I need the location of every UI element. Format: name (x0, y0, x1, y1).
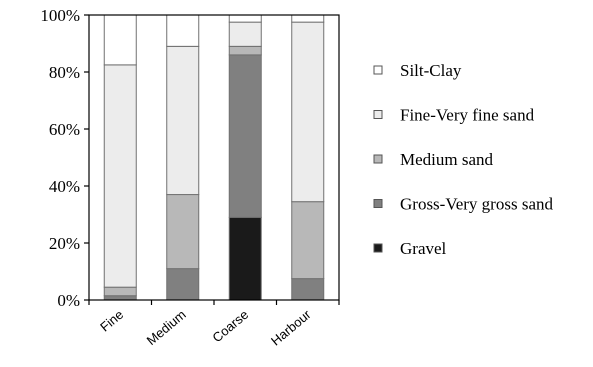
y-tick-label: 20% (49, 234, 80, 253)
y-tick-label: 100% (40, 6, 80, 25)
bar-segment-medium-gross-very-gross-sand (166, 268, 200, 301)
bar-segment-medium-silt-clay (166, 14, 200, 47)
legend: Silt-Clay Fine-Very fine sand Medium sand G… (373, 61, 553, 258)
legend-swatch (373, 199, 383, 208)
y-tick-label: 80% (49, 63, 80, 82)
legend-swatch (373, 110, 383, 119)
bar-segment-coarse-gross-very-gross-sand (228, 54, 262, 218)
x-axis-labels: Fine Medium Coarse Harbour (88, 300, 340, 348)
y-tick-label: 60% (49, 120, 80, 139)
bar-segment-coarse-gravel (228, 216, 262, 301)
y-tick-label: 0% (57, 291, 80, 310)
legend-swatch (373, 243, 383, 253)
bar-segment-medium-medium-sand (166, 194, 200, 270)
x-category-label: Medium (144, 307, 189, 348)
x-category-label: Fine (97, 307, 126, 335)
legend-label: Gravel (400, 239, 447, 258)
bars-layer (103, 14, 325, 301)
bar-segment-fine-silt-clay (103, 14, 137, 66)
bar-segment-medium-fine-very-fine-sand (166, 45, 200, 196)
legend-label: Fine-Very fine sand (400, 106, 535, 125)
y-tick-label: 40% (49, 177, 80, 196)
bar-segment-coarse-medium-sand (228, 45, 262, 56)
x-category-label: Harbour (268, 306, 314, 348)
bar-segment-fine-fine-very-fine-sand (103, 64, 137, 288)
legend-swatch (373, 154, 383, 164)
bar-segment-harbour-fine-very-fine-sand (291, 21, 325, 203)
legend-label: Gross-Very gross sand (400, 195, 553, 214)
y-axis-ticks: 0% 20% 40% 60% 80% 100% (40, 6, 89, 310)
bar-segment-harbour-silt-clay (291, 14, 325, 23)
x-category-label: Coarse (209, 307, 251, 345)
legend-swatch (373, 65, 383, 75)
bar-segment-coarse-silt-clay (228, 14, 262, 23)
bar-segment-fine-medium-sand (103, 286, 137, 297)
legend-label: Medium sand (400, 150, 494, 169)
bar-segment-fine-gross-very-gross-sand (103, 295, 137, 301)
bar-segment-harbour-gross-very-gross-sand (291, 278, 325, 301)
legend-label: Silt-Clay (400, 61, 462, 80)
bar-segment-harbour-medium-sand (291, 201, 325, 280)
bar-segment-coarse-fine-very-fine-sand (228, 21, 262, 47)
